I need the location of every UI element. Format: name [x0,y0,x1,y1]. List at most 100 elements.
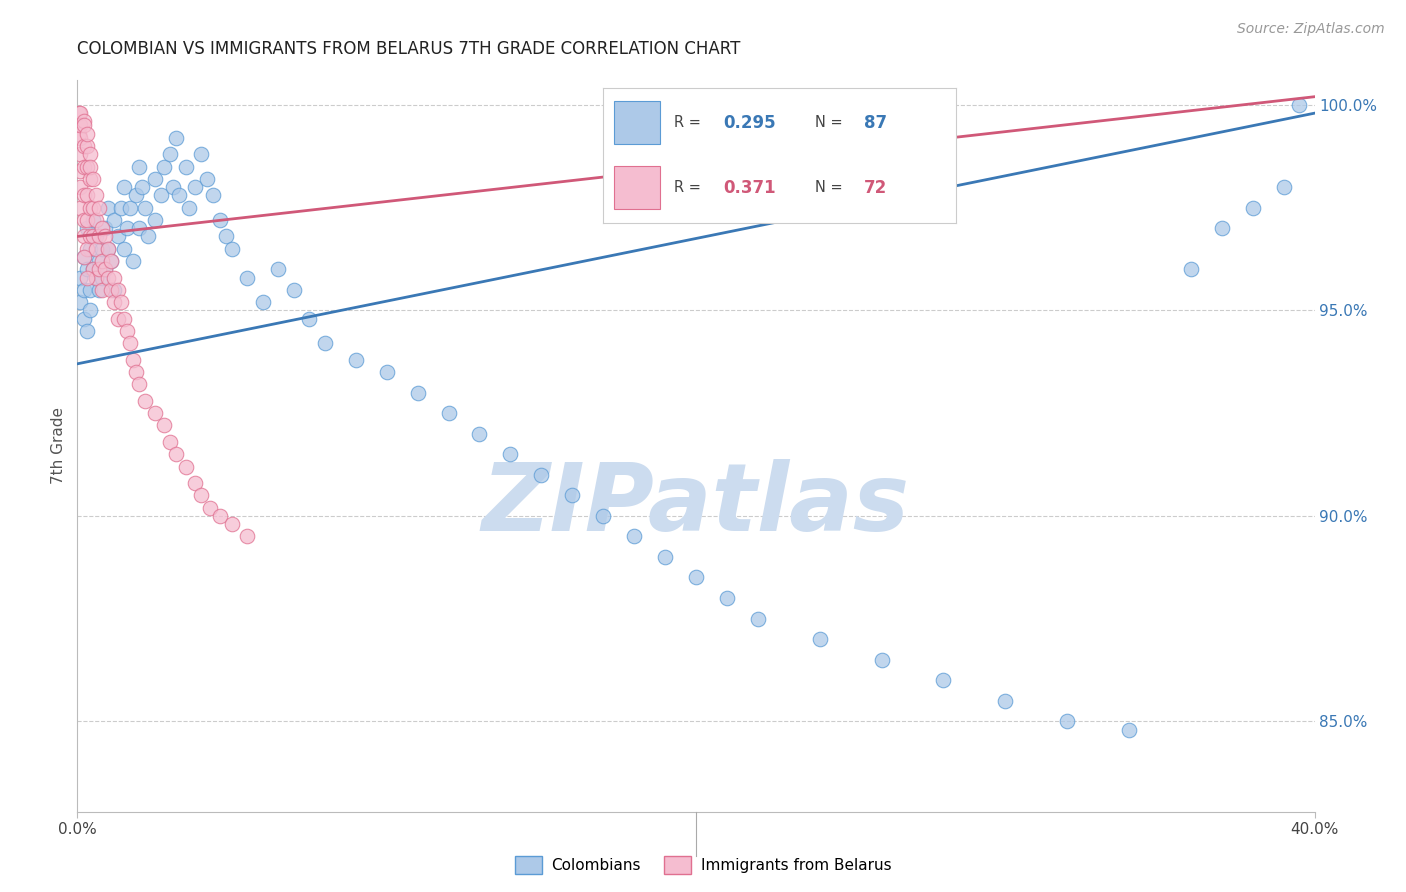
Point [84,188,107,202]
Point [107,283,129,297]
Point [103,295,125,310]
Text: COLOMBIAN VS IMMIGRANTS FROM BELARUS 7TH GRADE CORRELATION CHART: COLOMBIAN VS IMMIGRANTS FROM BELARUS 7TH… [77,40,741,58]
Point [76,160,98,174]
Point [72,250,94,264]
Point [808,632,831,647]
Point [208,213,231,227]
Point [623,529,645,543]
Point [190,147,212,161]
Point [91,283,114,297]
Point [208,508,231,523]
Point [72,114,94,128]
Point [184,475,207,490]
Point [76,127,98,141]
Point [72,119,94,133]
Point [110,201,132,215]
Point [87,201,110,215]
Point [125,188,148,202]
Point [174,160,197,174]
Point [91,221,114,235]
Point [82,262,104,277]
Point [84,213,107,227]
Point [221,517,243,532]
Legend: Colombians, Immigrants from Belarus: Colombians, Immigrants from Belarus [509,850,897,880]
Point [1118,723,1140,737]
Point [122,254,145,268]
Point [79,172,101,186]
Point [252,295,274,310]
Point [122,352,145,367]
Point [143,172,166,186]
Point [298,311,321,326]
Point [1056,714,1078,729]
Point [103,283,125,297]
Point [94,229,117,244]
Point [437,406,460,420]
Point [1211,221,1233,235]
Point [67,106,90,120]
Point [236,270,259,285]
Point [72,229,94,244]
Point [91,242,114,256]
Point [221,242,243,256]
Point [72,213,94,227]
Point [91,254,114,268]
Point [592,508,614,523]
Point [69,106,91,120]
Point [72,250,94,264]
Point [200,500,222,515]
Point [97,242,120,256]
Point [283,283,305,297]
Point [118,201,141,215]
Point [115,324,138,338]
Point [107,311,129,326]
Point [153,160,176,174]
Point [79,160,101,174]
Point [100,254,122,268]
Point [165,130,187,145]
Point [103,270,125,285]
Point [97,270,120,285]
Point [654,549,676,564]
Point [499,447,522,461]
Point [870,653,893,667]
Point [1288,98,1310,112]
Point [162,180,184,194]
Text: ZIPatlas: ZIPatlas [482,458,910,550]
Point [76,242,98,256]
Point [143,213,166,227]
Point [1272,180,1295,194]
Point [72,188,94,202]
Point [530,467,553,482]
Point [236,529,259,543]
Point [94,262,117,277]
Point [1241,201,1264,215]
Point [76,213,98,227]
Point [100,254,122,268]
Point [82,213,104,227]
Point [685,570,707,584]
Point [107,229,129,244]
Point [747,611,769,625]
Point [118,336,141,351]
Point [128,160,150,174]
Point [72,311,94,326]
Point [215,229,238,244]
Point [375,365,398,379]
Point [69,295,91,310]
Point [69,130,91,145]
Point [87,283,110,297]
Point [159,147,181,161]
Point [165,447,187,461]
Point [84,270,107,285]
Point [84,242,107,256]
Point [82,172,104,186]
Point [561,488,583,502]
Point [72,283,94,297]
Point [131,180,153,194]
Point [110,295,132,310]
Point [94,262,117,277]
Point [195,172,218,186]
Point [76,262,98,277]
Point [97,242,120,256]
